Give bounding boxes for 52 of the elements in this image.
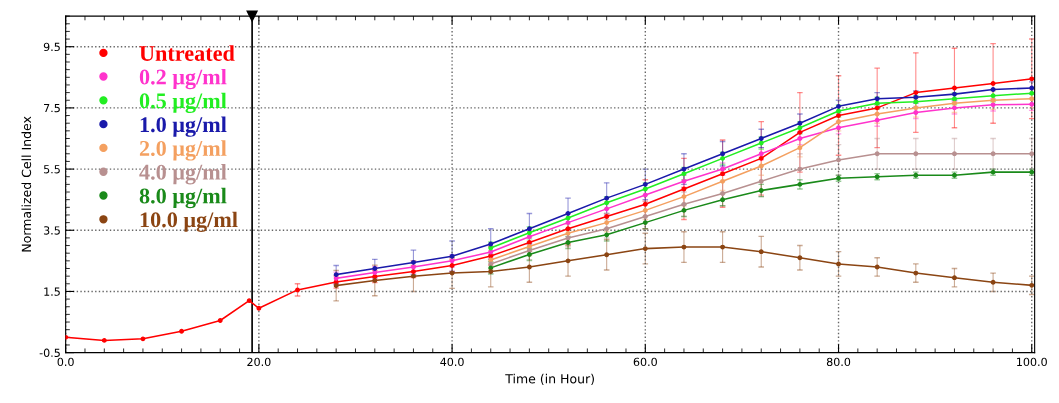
x-tick-label: 20.0 bbox=[247, 357, 271, 367]
point bbox=[681, 244, 687, 250]
point bbox=[246, 298, 252, 304]
point bbox=[758, 249, 764, 255]
legend-label: 10.0 μg/ml bbox=[140, 211, 238, 232]
y-axis-title: Normalized Cell Index bbox=[21, 116, 32, 252]
point bbox=[604, 252, 610, 258]
point bbox=[256, 305, 262, 311]
point bbox=[295, 287, 300, 293]
point bbox=[179, 328, 185, 334]
point bbox=[990, 151, 996, 157]
point bbox=[797, 255, 803, 261]
point bbox=[101, 337, 107, 343]
point bbox=[720, 244, 726, 250]
legend-label: 1.0 μg/ml bbox=[140, 116, 227, 137]
y-tick-label: 1.5 bbox=[44, 287, 60, 296]
y-tick-label: 5.5 bbox=[43, 165, 60, 174]
legend-label: 4.0 μg/ml bbox=[139, 164, 227, 185]
y-tick-label: 9.5 bbox=[43, 42, 60, 52]
point bbox=[952, 151, 957, 157]
point bbox=[565, 258, 571, 264]
legend-label: 8.0 μg/ml bbox=[139, 187, 227, 209]
x-axis-title: Time (in Hour) bbox=[505, 373, 594, 385]
point bbox=[526, 264, 532, 270]
legend-label: 0.2 μg/ml bbox=[139, 68, 227, 90]
point bbox=[488, 241, 494, 247]
x-tick-label: 80.0 bbox=[826, 357, 851, 367]
point bbox=[217, 318, 223, 323]
point bbox=[720, 197, 726, 203]
point bbox=[990, 279, 996, 285]
point bbox=[1029, 151, 1035, 157]
legend-label: 2.0 μg/ml bbox=[139, 140, 227, 161]
x-tick-label: 0.0 bbox=[57, 357, 74, 367]
y-tick-label: 7.5 bbox=[44, 104, 60, 113]
point bbox=[913, 270, 919, 276]
point bbox=[1029, 282, 1035, 288]
x-tick-label: 60.0 bbox=[633, 357, 657, 367]
point bbox=[952, 275, 957, 281]
x-tick-label: 100.0 bbox=[1017, 357, 1047, 367]
point bbox=[642, 246, 648, 252]
x-tick-label: 40.0 bbox=[440, 357, 464, 367]
y-tick-label: -0.5 bbox=[39, 348, 60, 357]
point bbox=[874, 264, 880, 270]
point bbox=[836, 261, 841, 267]
point bbox=[642, 207, 648, 213]
legend-label: Untreated bbox=[139, 45, 235, 61]
point bbox=[874, 151, 880, 157]
point bbox=[913, 151, 919, 157]
point bbox=[140, 336, 146, 342]
legend-label: 0.5 μg/ml bbox=[139, 92, 227, 114]
point bbox=[990, 80, 996, 86]
y-tick-label: 3.5 bbox=[43, 226, 60, 235]
